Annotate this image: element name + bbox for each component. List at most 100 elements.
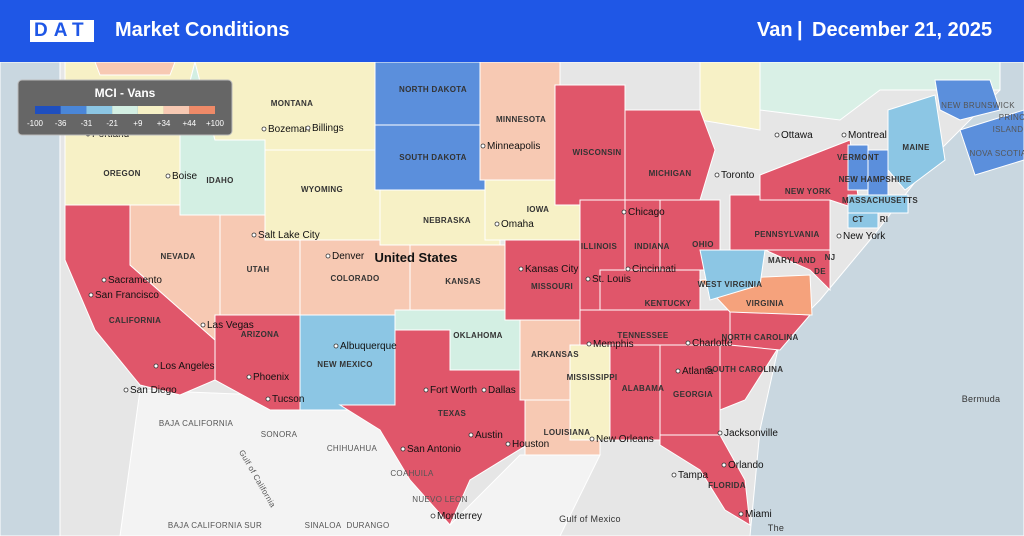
region-label: PRINC [999,113,1024,122]
region-label: Bermuda [962,394,1001,404]
legend-label: +9 [133,119,143,128]
region-label: The [768,523,784,533]
city-dot [586,341,592,347]
city-label: Boise [172,171,197,182]
city-dot [721,462,727,468]
city-dot [671,472,677,478]
legend-label: -21 [106,119,118,128]
city-dot [494,221,500,227]
city-dot [251,232,257,238]
city-label: Dallas [488,385,516,396]
state-label: UTAH [247,265,270,274]
city-label: San Francisco [95,290,159,301]
state-label: KANSAS [445,277,481,286]
city-label: Salt Lake City [258,230,320,241]
state-label: NEW HAMPSHIRE [839,175,912,184]
state-label: IOWA [527,205,550,214]
legend-swatch [112,106,138,114]
logo-text: DAT [30,20,94,42]
state-label: MASSACHUSETTS [842,196,918,205]
state-label: CT [852,215,863,224]
legend-label: +44 [182,119,196,128]
legend-swatch [137,106,164,114]
legend-swatch [35,106,61,114]
state-label: DE [814,267,826,276]
city-dot [88,292,94,298]
state-label: NEW YORK [785,187,831,196]
city-label: Austin [475,430,503,441]
equipment: Van [757,19,793,41]
region-label: NEW BRUNSWICK [941,101,1015,110]
city-dot [265,396,271,402]
legend-label: -31 [81,119,93,128]
city-label: Los Angeles [160,361,215,372]
city-dot [165,173,171,179]
city-dot [505,441,511,447]
city-label: Montreal [848,130,887,141]
date: December 21, 2025 [812,19,993,41]
city-label: Toronto [721,170,755,181]
state-label: ALABAMA [622,384,665,393]
state-label: IDAHO [206,176,233,185]
region-label: COAHUILA [390,469,434,478]
state-label: ILLINOIS [581,242,618,251]
city-dot [468,432,474,438]
city-label: St. Louis [592,274,631,285]
city-dot [841,132,847,138]
city-label: San Antonio [407,444,461,455]
state-label: NEVADA [161,252,196,261]
state-label: NEW MEXICO [317,360,372,369]
city-label: Fort Worth [430,385,477,396]
state-label: MARYLAND [768,256,816,265]
city-dot [675,368,681,374]
state-label: SOUTH CAROLINA [707,365,784,374]
city-label: Sacramento [108,275,162,286]
city-dot [333,343,339,349]
city-dot [246,374,252,380]
city-dot [123,387,129,393]
city-dot [836,233,842,239]
city-label: Phoenix [253,372,289,383]
region-label: DURANGO [347,521,390,530]
state-label: ARKANSAS [531,350,579,359]
region-label: BAJA CALIFORNIA [159,419,234,428]
city-dot [518,266,524,272]
city-dot [261,126,267,132]
header-title: Market Conditions [115,19,290,41]
city-dot [200,322,206,328]
state-label: NORTH CAROLINA [721,333,798,342]
state-label: MISSISSIPPI [567,373,618,382]
city-label: Las Vegas [207,320,254,331]
region-label: Gulf of Mexico [559,514,621,524]
city-dot [430,513,436,519]
region-label: NOVA SCOTIA [970,149,1024,158]
state-label: WEST VIRGINIA [698,280,763,289]
city-label: Kansas City [525,264,578,275]
city-dot [621,209,627,215]
state-label: MICHIGAN [649,169,692,178]
country-label: United States [374,250,457,265]
city-dot [774,132,780,138]
legend-label: -36 [55,119,67,128]
separator: | [797,19,803,41]
state-label: ARIZONA [241,330,280,339]
state-label: MISSOURI [531,282,573,291]
city-label: New York [843,231,886,242]
state-label: MAINE [902,143,930,152]
city-label: Albuquerque [340,341,397,352]
city-label: Miami [745,509,772,520]
city-label: Atlanta [682,366,714,377]
legend-label: +34 [157,119,171,128]
region-label: ISLAND [993,125,1024,134]
state-label: WYOMING [301,185,343,194]
state-label: KENTUCKY [645,299,692,308]
state-label: VERMONT [837,153,879,162]
city-label: Tucson [272,394,304,405]
city-label: San Diego [130,385,177,396]
state-label: TEXAS [438,409,467,418]
region-label: NUEVO LEON [412,495,467,504]
city-label: Denver [332,251,365,262]
city-label: Omaha [501,219,534,230]
city-label: Jacksonville [724,428,778,439]
